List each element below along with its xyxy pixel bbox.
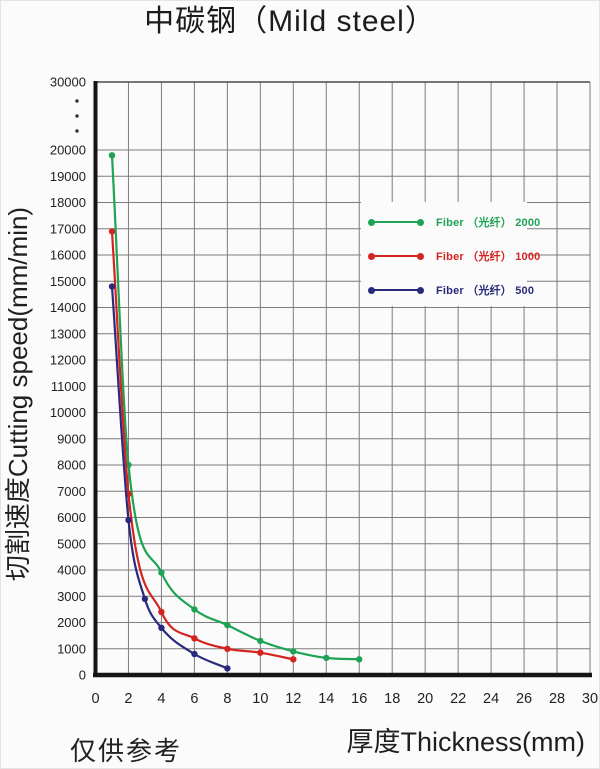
series-line-fiber-1000: [108, 228, 297, 663]
data-point-marker: [224, 645, 231, 652]
data-point-marker: [108, 228, 116, 235]
x-axis-tick-labels: 0 2 4 6 8 10 12 14 16 18 20 22 24 26 28 30: [91, 691, 598, 707]
data-point-marker: [224, 621, 231, 629]
data-point-marker: [191, 606, 198, 613]
series-line-fiber-500: [108, 283, 231, 672]
x-axis-title: 厚度Thickness(mm): [346, 727, 585, 757]
footnote-reference-only: 仅供参考: [70, 736, 183, 766]
svg-text:20000: 20000: [50, 143, 86, 158]
data-point-marker: [191, 635, 198, 642]
legend-marker-dot-icon: [368, 286, 375, 294]
svg-text:7000: 7000: [57, 484, 86, 499]
svg-text:0: 0: [91, 691, 99, 707]
legend-label: Fiber （光纤） 500: [436, 285, 535, 297]
svg-text:26: 26: [516, 691, 532, 707]
svg-text:16000: 16000: [50, 248, 86, 263]
svg-text:1000: 1000: [57, 641, 86, 656]
svg-text:10: 10: [252, 691, 268, 707]
data-point-marker: [108, 152, 116, 159]
svg-text:5000: 5000: [57, 536, 86, 551]
svg-text:22: 22: [450, 691, 466, 707]
data-point-marker: [224, 665, 231, 672]
data-point-marker: [191, 650, 198, 658]
legend-line-icon: [374, 255, 418, 257]
svg-text:6: 6: [190, 691, 198, 707]
data-point-marker: [108, 283, 116, 290]
legend-marker-dot-icon: [417, 218, 424, 226]
data-point-marker: [356, 656, 363, 663]
svg-text:14: 14: [318, 691, 334, 707]
legend-line-icon: [374, 221, 418, 223]
svg-text:19000: 19000: [50, 169, 86, 184]
svg-text:4000: 4000: [57, 563, 86, 578]
data-point-marker: [290, 648, 297, 655]
data-point-marker: [323, 654, 330, 662]
legend-item-fiber-2000: Fiber （光纤） 2000: [361, 205, 540, 239]
legend-marker-dot-icon: [417, 286, 424, 294]
legend: Fiber （光纤） 2000 Fiber （光纤） 1000 Fiber （光…: [361, 202, 540, 307]
data-point-marker: [158, 624, 165, 631]
legend-line-icon: [374, 289, 418, 291]
data-point-marker: [257, 637, 264, 645]
svg-text:28: 28: [549, 691, 565, 707]
data-point-marker: [125, 516, 132, 524]
legend-marker-dot-icon: [368, 252, 375, 260]
data-point-marker: [290, 656, 297, 663]
svg-text:16: 16: [351, 691, 367, 707]
svg-text:0: 0: [79, 668, 86, 683]
svg-text:13000: 13000: [50, 326, 86, 341]
svg-text:17000: 17000: [50, 221, 86, 236]
svg-text:30000: 30000: [50, 75, 86, 90]
legend-marker-dot-icon: [368, 218, 375, 226]
svg-text:18: 18: [384, 691, 400, 707]
svg-text:8: 8: [223, 691, 231, 707]
svg-text:11000: 11000: [51, 379, 86, 394]
svg-text:15000: 15000: [50, 274, 86, 289]
legend-item-fiber-1000: Fiber （光纤） 1000: [361, 239, 540, 273]
svg-text:24: 24: [483, 691, 499, 707]
chart-title: 中碳钢（Mild steel）: [144, 5, 436, 38]
gridlines: [95, 81, 591, 675]
svg-text:10000: 10000: [50, 405, 86, 420]
svg-text:2: 2: [124, 691, 132, 707]
svg-text:8000: 8000: [57, 458, 86, 473]
data-point-marker: [158, 608, 165, 616]
data-point-marker: [257, 649, 264, 656]
y-axis-title: 切割速度Cutting speed(mm/min): [3, 206, 33, 582]
svg-text:6000: 6000: [57, 510, 86, 525]
svg-text:9000: 9000: [57, 431, 86, 446]
axis-lines: [93, 81, 592, 678]
legend-line-swatch-icon: [368, 286, 424, 294]
y-axis-tick-labels: 3000020000190001800017000160001500014000…: [50, 75, 86, 683]
legend-line-swatch-icon: [368, 252, 424, 260]
svg-text:14000: 14000: [50, 300, 86, 315]
legend-marker-dot-icon: [417, 252, 424, 260]
svg-text:30: 30: [582, 691, 598, 707]
svg-text:2000: 2000: [57, 615, 86, 630]
svg-text:12000: 12000: [50, 353, 86, 368]
data-point-marker: [141, 595, 149, 603]
svg-text:18000: 18000: [50, 195, 86, 210]
svg-text:3000: 3000: [57, 589, 86, 604]
legend-line-swatch-icon: [368, 218, 424, 226]
data-point-marker: [158, 569, 165, 576]
svg-text:4: 4: [157, 691, 165, 707]
legend-label: Fiber （光纤） 1000: [436, 251, 541, 263]
svg-text:20: 20: [417, 691, 433, 707]
legend-item-fiber-500: Fiber （光纤） 500: [361, 273, 534, 307]
svg-text:12: 12: [285, 691, 301, 707]
legend-label: Fiber （光纤） 2000: [436, 217, 541, 229]
